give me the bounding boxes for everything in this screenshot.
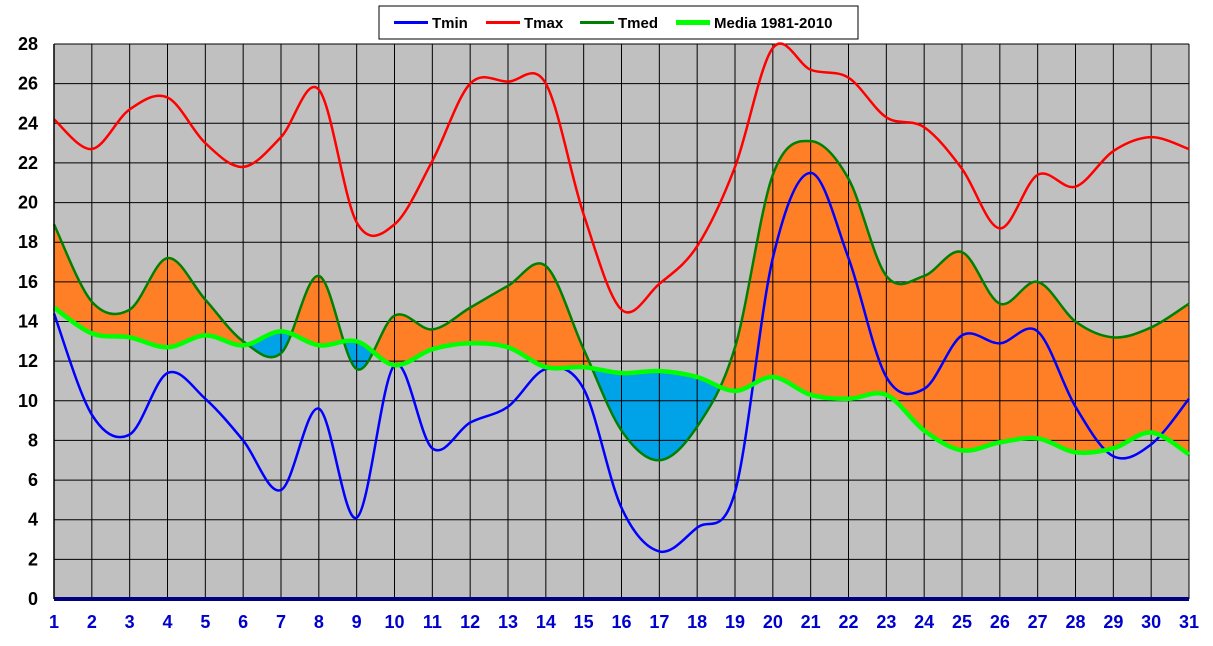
- x-tick-label: 3: [125, 612, 135, 632]
- y-tick-label: 20: [18, 193, 38, 213]
- x-tick-label: 15: [574, 612, 594, 632]
- legend-box: [378, 5, 859, 40]
- x-tick-label: 24: [914, 612, 934, 632]
- legend-label: Tmin: [432, 15, 468, 32]
- series-line-tmin: [52, 171, 1190, 554]
- x-tick-label: 6: [238, 612, 248, 632]
- x-tick-label: 16: [611, 612, 631, 632]
- x-tick-label: 18: [687, 612, 707, 632]
- y-tick-label: 12: [18, 351, 38, 371]
- y-tick-label: 4: [28, 510, 38, 530]
- legend-label: Tmed: [618, 15, 658, 32]
- y-tick-label: 8: [28, 430, 38, 450]
- x-tick-label: 29: [1103, 612, 1123, 632]
- x-tick-label: 12: [460, 612, 480, 632]
- y-tick-label: 2: [28, 549, 38, 569]
- x-tick-label: 14: [536, 612, 556, 632]
- x-tick-label: 9: [352, 612, 362, 632]
- x-tick-label: 10: [384, 612, 404, 632]
- x-tick-label: 21: [801, 612, 821, 632]
- x-tick-label: 2: [87, 612, 97, 632]
- legend-label: Media 1981-2010: [714, 15, 832, 32]
- x-tick-label: 30: [1141, 612, 1161, 632]
- series-line-tmed: [52, 139, 1190, 462]
- x-tick-label: 8: [314, 612, 324, 632]
- y-tick-label: 14: [18, 312, 38, 332]
- y-tick-label: 6: [28, 470, 38, 490]
- x-tick-label: 26: [990, 612, 1010, 632]
- series-line-media-1981-2010: [52, 305, 1191, 457]
- y-tick-label: 26: [18, 74, 38, 94]
- x-tick-label: 11: [423, 612, 442, 632]
- y-tick-label: 28: [18, 34, 38, 54]
- y-tick-label: 16: [18, 272, 38, 292]
- x-tick-label: 23: [876, 612, 896, 632]
- y-tick-label: 10: [18, 391, 38, 411]
- y-tick-label: 24: [18, 113, 38, 133]
- y-tick-label: 0: [28, 589, 38, 609]
- legend: Tmin Tmax Tmed Media 1981-2010: [378, 5, 859, 40]
- anomaly-fills: [54, 140, 1189, 461]
- x-tick-label: 7: [276, 612, 286, 632]
- y-tick-label: 18: [18, 232, 38, 252]
- x-tick-label: 13: [498, 612, 518, 632]
- x-tick-label: 4: [162, 612, 172, 632]
- x-axis: 1 2 3 4 5 6 7 8 9 10 11 12 13 14 15 16 17 18 19 20 21 22 23 24 2…: [49, 597, 1199, 632]
- y-tick-label: 22: [18, 153, 38, 173]
- x-tick-label: 31: [1179, 612, 1199, 632]
- series-line-tmax: [53, 42, 1190, 314]
- x-tick-label: 17: [649, 612, 669, 632]
- legend-label: Tmax: [524, 15, 564, 32]
- grid: [53, 43, 1190, 600]
- x-tick-label: 28: [1065, 612, 1085, 632]
- x-tick-label: 22: [838, 612, 858, 632]
- x-tick-label: 25: [952, 612, 972, 632]
- series-lines: [52, 42, 1191, 554]
- x-tick-label: 1: [49, 612, 59, 632]
- fill-above-normal: [54, 140, 1189, 455]
- x-tick-label: 5: [200, 612, 210, 632]
- x-tick-label: 27: [1028, 612, 1048, 632]
- x-tick-label: 20: [763, 612, 783, 632]
- x-tick-label: 19: [725, 612, 745, 632]
